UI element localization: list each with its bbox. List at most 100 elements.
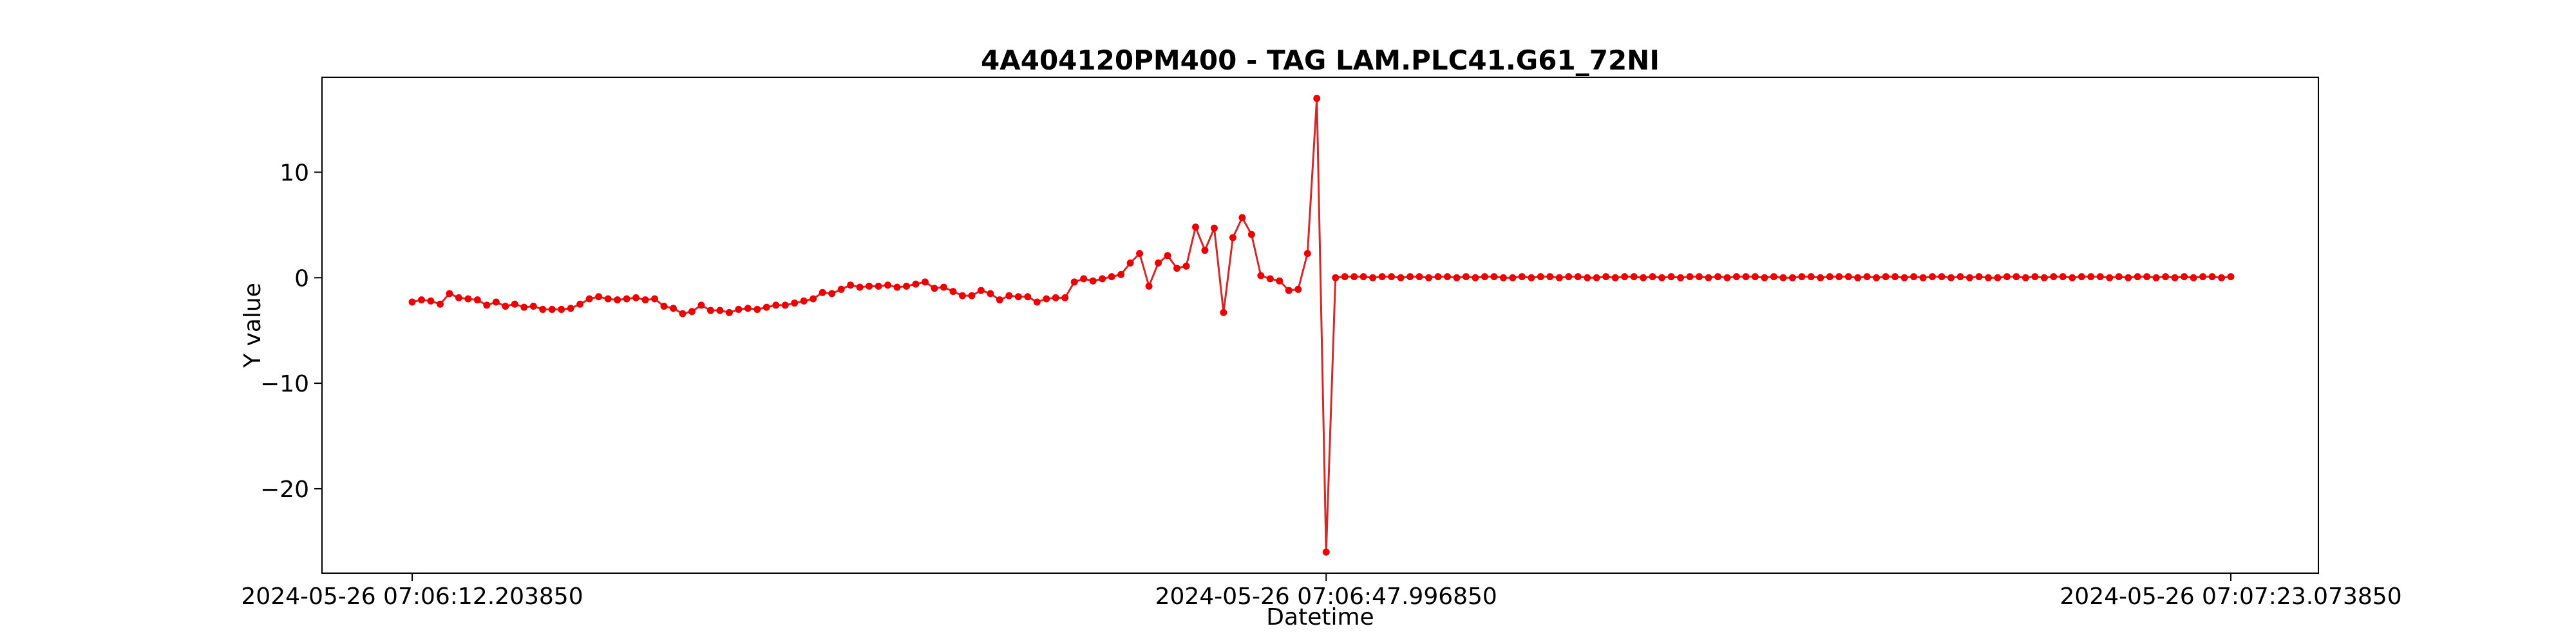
data-point: [1919, 274, 1927, 281]
data-point: [1191, 223, 1199, 231]
data-point: [2069, 274, 2076, 281]
data-point: [706, 307, 714, 314]
y-tick-label: 10: [279, 160, 309, 186]
data-point: [446, 290, 453, 298]
data-point: [1602, 273, 1610, 281]
data-point: [1732, 273, 1740, 281]
data-point: [2208, 273, 2216, 281]
data-point: [1369, 274, 1377, 281]
data-point: [1891, 273, 1899, 281]
data-point: [1873, 274, 1880, 281]
data-point: [1751, 273, 1759, 281]
data-point: [1033, 298, 1041, 306]
data-point: [1043, 295, 1050, 303]
data-point: [1453, 274, 1461, 281]
plot-frame: [321, 77, 2319, 574]
data-point: [1770, 273, 1777, 281]
data-point: [2199, 273, 2207, 281]
data-point: [1089, 277, 1097, 285]
chart-title: 4A404120PM400 - TAG LAM.PLC41.G61_72NI: [981, 44, 1660, 76]
data-point: [1574, 273, 1582, 281]
data-point: [1397, 274, 1405, 281]
data-point: [1052, 294, 1059, 301]
data-point: [1761, 274, 1768, 281]
data-point: [2181, 273, 2188, 281]
data-point: [585, 295, 593, 303]
data-point: [492, 298, 500, 306]
data-point: [912, 280, 920, 288]
data-point: [1145, 282, 1153, 290]
data-point: [2125, 274, 2132, 281]
data-point: [417, 296, 425, 304]
data-point: [977, 287, 985, 294]
data-point: [464, 295, 472, 303]
x-axis-label: Datetime: [1266, 604, 1374, 630]
data-point: [1667, 273, 1675, 281]
data-point: [772, 301, 780, 309]
data-point: [940, 283, 947, 291]
data-point: [1966, 274, 1973, 281]
data-point: [958, 292, 966, 299]
data-point: [1322, 548, 1330, 556]
data-point: [576, 300, 584, 308]
data-point: [968, 292, 976, 299]
x-tick-label: 2024-05-26 07:06:47.996850: [1155, 583, 1497, 610]
series-line: [412, 98, 2231, 553]
data-point: [1182, 262, 1190, 270]
data-point: [567, 305, 574, 312]
data-point: [670, 305, 677, 312]
data-point: [1929, 273, 1937, 281]
y-axis: 10 0 −10 −20: [260, 160, 322, 503]
data-point: [1537, 273, 1544, 281]
data-point: [1518, 273, 1526, 281]
data-point: [847, 281, 855, 289]
data-point: [1490, 273, 1498, 281]
data-point: [1126, 259, 1134, 267]
data-point: [1546, 273, 1554, 281]
data-point: [762, 303, 770, 311]
data-point: [1425, 274, 1433, 281]
data-point: [1658, 274, 1666, 281]
data-point: [1509, 274, 1517, 281]
data-point: [1434, 273, 1442, 281]
data-point: [781, 301, 789, 309]
data-point: [744, 305, 752, 312]
data-point: [1555, 274, 1563, 281]
data-point: [987, 290, 994, 298]
data-point: [884, 281, 892, 289]
data-point: [1099, 275, 1106, 283]
data-point: [502, 303, 509, 310]
data-point: [1565, 273, 1573, 281]
data-point: [1014, 293, 1022, 301]
data-point: [791, 299, 799, 307]
data-point: [1956, 273, 1964, 281]
data-point: [2115, 273, 2123, 281]
data-point: [660, 303, 668, 310]
data-point: [1947, 274, 1955, 281]
data-point: [1266, 275, 1274, 283]
data-point: [1817, 274, 1824, 281]
data-point: [1303, 250, 1311, 258]
data-point: [949, 288, 957, 296]
data-point: [436, 300, 444, 308]
data-point: [1378, 273, 1386, 281]
data-point: [1416, 273, 1423, 281]
data-point: [1332, 274, 1340, 281]
data-point: [1621, 273, 1629, 281]
data-point: [595, 293, 603, 301]
data-point: [1276, 277, 1283, 285]
data-point: [1528, 274, 1535, 281]
data-point: [1359, 273, 1367, 281]
data-point: [651, 295, 659, 303]
data-point: [1108, 273, 1115, 281]
data-point: [1313, 95, 1321, 102]
data-point: [2050, 273, 2058, 281]
data-point: [2087, 273, 2095, 281]
data-point: [866, 282, 873, 290]
x-tick-label: 2024-05-26 07:07:23.073850: [2060, 583, 2401, 610]
data-point: [2218, 274, 2226, 281]
data-point: [1835, 273, 1843, 281]
data-point: [735, 305, 743, 313]
data-point: [558, 305, 565, 313]
